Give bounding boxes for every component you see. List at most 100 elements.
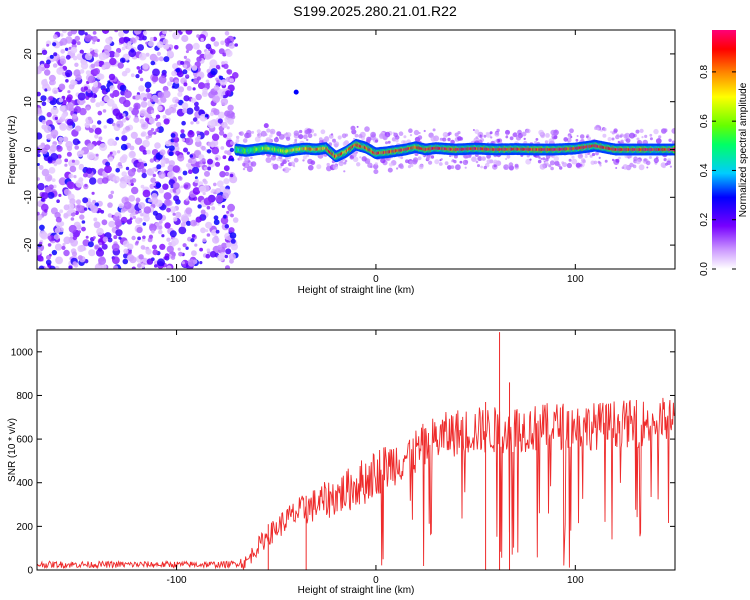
noise-point xyxy=(166,237,171,242)
ridge-halo-point xyxy=(440,158,443,161)
ridge-halo-point xyxy=(367,162,373,168)
noise-point xyxy=(203,180,208,185)
noise-point xyxy=(158,229,163,235)
noise-point xyxy=(232,72,239,79)
noise-point xyxy=(138,254,144,260)
ridge-halo-point xyxy=(595,151,599,156)
ridge-halo-point xyxy=(481,156,486,161)
noise-point xyxy=(152,244,157,250)
noise-point xyxy=(140,101,148,108)
noise-point xyxy=(153,131,157,135)
noise-point xyxy=(97,177,104,185)
noise-point xyxy=(118,31,125,38)
noise-point xyxy=(121,135,128,142)
noise-point xyxy=(44,174,53,182)
ridge-halo-point xyxy=(352,152,357,158)
noise-point xyxy=(129,213,134,218)
noise-point xyxy=(150,110,155,114)
noise-point xyxy=(70,212,76,217)
noise-point xyxy=(150,60,156,66)
ridge-halo-point xyxy=(550,166,554,171)
noise-point xyxy=(124,90,132,99)
noise-point xyxy=(72,138,80,146)
noise-point xyxy=(121,154,128,161)
noise-point xyxy=(161,234,165,238)
noise-point xyxy=(37,66,43,75)
noise-point xyxy=(207,166,212,171)
noise-point xyxy=(112,108,121,117)
noise-point xyxy=(84,34,93,42)
y-tick-label: 10 xyxy=(23,96,34,108)
spectrogram-x-label: Height of straight line (km) xyxy=(298,285,415,296)
noise-point xyxy=(175,189,180,193)
noise-point xyxy=(138,69,143,74)
ridge-halo-point xyxy=(549,160,555,166)
noise-point xyxy=(222,155,227,160)
noise-point xyxy=(181,120,186,126)
ridge-halo-point xyxy=(617,140,621,144)
noise-point xyxy=(199,261,203,265)
noise-point xyxy=(74,62,79,67)
ridge-halo-point xyxy=(485,131,490,136)
noise-point xyxy=(90,97,96,103)
noise-point xyxy=(89,177,97,185)
noise-point xyxy=(86,152,95,160)
noise-point xyxy=(71,39,77,45)
ridge-halo-point xyxy=(359,156,362,159)
noise-point xyxy=(37,163,40,166)
noise-point xyxy=(220,146,225,150)
noise-point xyxy=(178,251,183,257)
ridge-halo-point xyxy=(272,163,279,170)
noise-point xyxy=(211,146,220,155)
ridge-halo-point xyxy=(644,134,648,138)
noise-point xyxy=(142,150,148,155)
ridge-halo-point xyxy=(438,162,443,166)
ridge-halo-point xyxy=(615,134,620,140)
ridge-halo-point xyxy=(305,129,311,135)
ridge-halo-point xyxy=(494,131,500,137)
ridge-halo-point xyxy=(244,156,250,163)
ridge-halo-point xyxy=(477,164,480,168)
noise-point xyxy=(172,96,179,104)
noise-point xyxy=(77,92,86,101)
noise-point xyxy=(213,215,219,221)
ridge-halo-point xyxy=(638,164,645,171)
noise-point xyxy=(156,51,161,56)
noise-point xyxy=(154,264,158,268)
noise-point xyxy=(132,215,136,219)
ridge-halo-point xyxy=(474,129,480,135)
ridge-halo-point xyxy=(250,161,257,167)
noise-point xyxy=(58,177,67,186)
noise-point xyxy=(180,185,184,189)
noise-point xyxy=(50,129,59,138)
noise-point xyxy=(186,107,194,115)
noise-point xyxy=(171,70,178,77)
noise-point xyxy=(207,158,213,165)
noise-point xyxy=(79,69,85,74)
ridge-halo-point xyxy=(355,151,358,154)
noise-point xyxy=(56,199,60,203)
snr-line xyxy=(37,397,675,570)
y-tick-label: 200 xyxy=(16,522,33,533)
noise-point xyxy=(187,130,195,138)
noise-point xyxy=(216,180,224,188)
noise-point xyxy=(37,201,40,206)
ridge-halo-point xyxy=(615,158,620,163)
noise-point xyxy=(100,209,105,214)
noise-point xyxy=(70,217,75,221)
noise-point xyxy=(98,52,107,61)
noise-point xyxy=(94,134,99,139)
noise-point xyxy=(63,249,70,257)
noise-point xyxy=(75,204,83,212)
noise-point xyxy=(111,243,120,252)
ridge-halo-point xyxy=(364,126,370,132)
ridge-halo-point xyxy=(332,164,339,170)
ridge-halo-point xyxy=(430,155,435,159)
ridge-halo-point xyxy=(542,157,546,161)
noise-point xyxy=(142,189,151,198)
ridge-halo-point xyxy=(418,131,421,135)
noise-point xyxy=(106,98,115,107)
noise-point xyxy=(225,90,232,97)
noise-point xyxy=(56,67,64,75)
